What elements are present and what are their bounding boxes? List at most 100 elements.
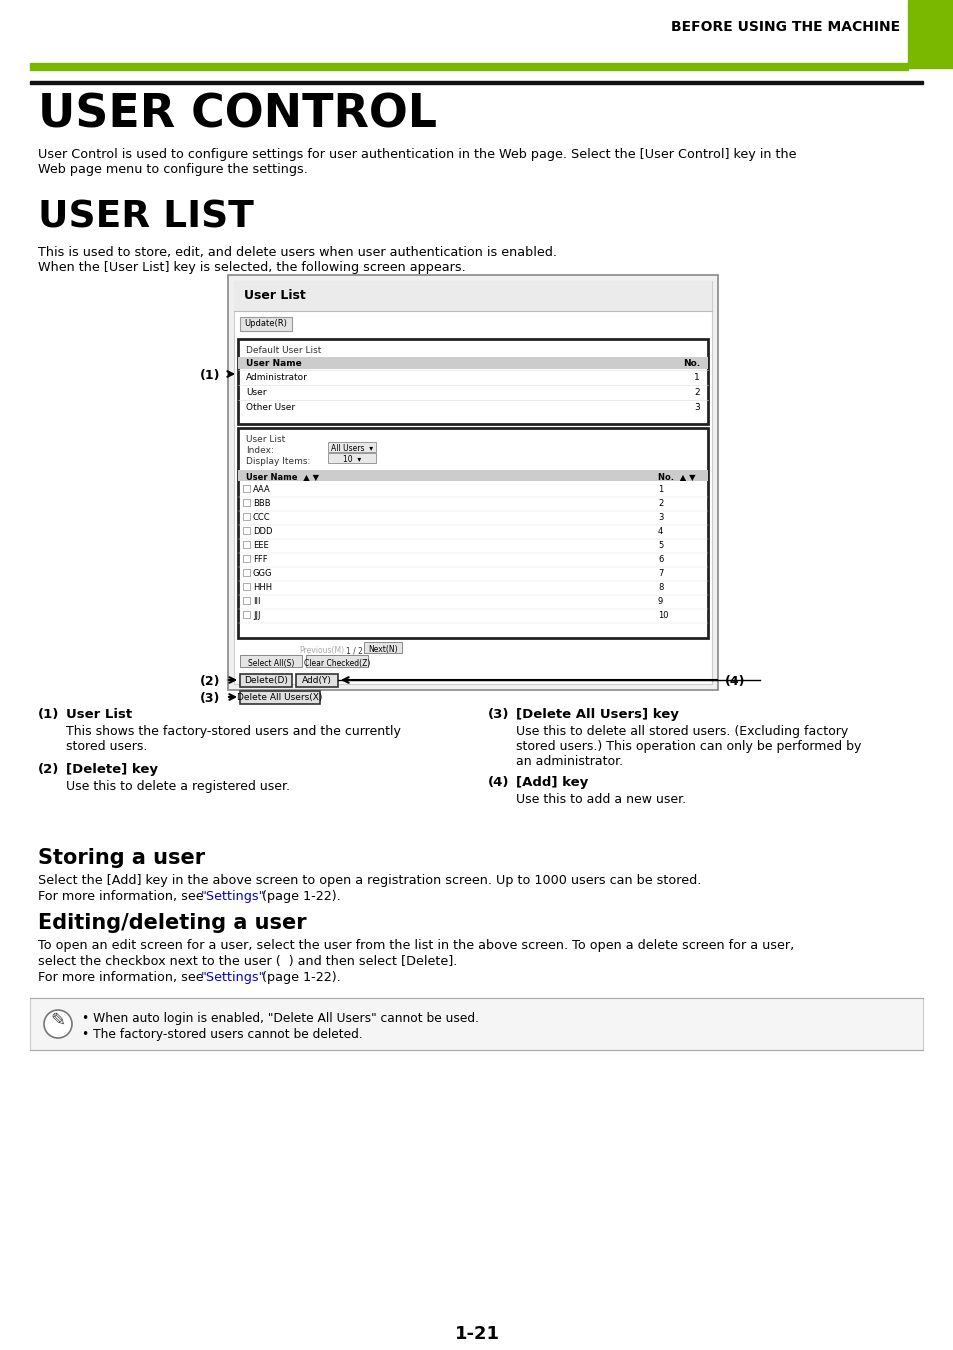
Text: 3: 3 <box>694 404 700 412</box>
Bar <box>243 500 250 506</box>
Bar <box>228 275 718 690</box>
Text: Web page menu to configure the settings.: Web page menu to configure the settings. <box>38 163 308 176</box>
Bar <box>237 470 707 481</box>
Text: FFF: FFF <box>253 555 268 564</box>
Bar <box>30 81 923 84</box>
Text: USER LIST: USER LIST <box>38 200 253 236</box>
Text: • The factory-stored users cannot be deleted.: • The factory-stored users cannot be del… <box>82 1027 362 1041</box>
Text: Update(R): Update(R) <box>244 319 287 328</box>
Text: User Name  ▲ ▼: User Name ▲ ▼ <box>246 472 319 481</box>
FancyBboxPatch shape <box>240 691 319 703</box>
Text: 5: 5 <box>658 541 662 549</box>
Text: Editing/deleting a user: Editing/deleting a user <box>38 913 306 933</box>
FancyBboxPatch shape <box>240 655 302 667</box>
Text: [Add] key: [Add] key <box>516 776 588 788</box>
Text: For more information, see: For more information, see <box>38 890 208 903</box>
Bar <box>243 583 250 590</box>
Text: (2): (2) <box>199 675 220 688</box>
Bar <box>328 441 375 452</box>
Text: (1): (1) <box>38 707 59 721</box>
Text: 2: 2 <box>658 500 662 508</box>
Text: Add(Y): Add(Y) <box>302 676 332 684</box>
Bar <box>243 485 250 491</box>
Text: User Name: User Name <box>246 359 301 369</box>
Text: 1: 1 <box>694 373 700 382</box>
Bar <box>328 454 375 463</box>
Text: User Control is used to configure settings for user authentication in the Web pa: User Control is used to configure settin… <box>38 148 796 161</box>
Text: User List: User List <box>244 289 305 302</box>
FancyBboxPatch shape <box>240 674 292 687</box>
FancyBboxPatch shape <box>306 655 368 667</box>
Bar <box>30 63 907 70</box>
Text: Previous(M): Previous(M) <box>298 647 344 655</box>
Text: All Users  ▾: All Users ▾ <box>331 444 373 454</box>
Text: EEE: EEE <box>253 541 269 549</box>
Text: 10  ▾: 10 ▾ <box>342 455 361 464</box>
Bar <box>243 555 250 562</box>
Text: 7: 7 <box>658 568 662 578</box>
Text: AAA: AAA <box>253 485 271 494</box>
Text: 1: 1 <box>658 485 662 494</box>
Text: (page 1-22).: (page 1-22). <box>257 890 340 903</box>
Bar <box>243 541 250 548</box>
Text: (1): (1) <box>199 369 220 382</box>
Text: Administrator: Administrator <box>246 373 308 382</box>
Bar <box>243 513 250 520</box>
Text: Select All(S): Select All(S) <box>248 659 294 668</box>
Text: Use this to delete all stored users. (Excluding factory: Use this to delete all stored users. (Ex… <box>516 725 847 738</box>
Text: CCC: CCC <box>253 513 271 522</box>
Text: User List: User List <box>66 707 132 721</box>
Text: select the checkbox next to the user (  ) and then select [Delete].: select the checkbox next to the user ( )… <box>38 954 456 968</box>
Text: HHH: HHH <box>253 583 272 593</box>
FancyBboxPatch shape <box>240 317 292 331</box>
Text: stored users.) This operation can only be performed by: stored users.) This operation can only b… <box>516 740 861 753</box>
Text: [Delete All Users] key: [Delete All Users] key <box>516 707 679 721</box>
Text: Storing a user: Storing a user <box>38 848 205 868</box>
Text: Select the [Add] key in the above screen to open a registration screen. Up to 10: Select the [Add] key in the above screen… <box>38 873 700 887</box>
Bar <box>243 568 250 576</box>
Text: (3): (3) <box>488 707 509 721</box>
Text: an administrator.: an administrator. <box>516 755 622 768</box>
Text: Next(N): Next(N) <box>368 645 397 653</box>
FancyBboxPatch shape <box>364 643 401 653</box>
Text: stored users.: stored users. <box>66 740 147 753</box>
Text: 1 / 2: 1 / 2 <box>346 647 362 655</box>
Text: 3: 3 <box>658 513 662 522</box>
Text: 10: 10 <box>658 612 668 620</box>
FancyBboxPatch shape <box>295 674 337 687</box>
Bar <box>243 597 250 603</box>
Text: Display Items:: Display Items: <box>246 458 310 466</box>
Text: Index:: Index: <box>246 446 274 455</box>
Text: 6: 6 <box>658 555 662 564</box>
Bar <box>233 281 711 684</box>
Text: User List: User List <box>246 435 285 444</box>
Text: Use this to delete a registered user.: Use this to delete a registered user. <box>66 780 290 792</box>
Text: For more information, see: For more information, see <box>38 971 208 984</box>
Text: Delete(D): Delete(D) <box>244 676 288 684</box>
Text: JJJ: JJJ <box>253 612 260 620</box>
Text: No.  ▲ ▼: No. ▲ ▼ <box>658 472 695 481</box>
Text: "Settings": "Settings" <box>201 971 265 984</box>
Text: "Settings": "Settings" <box>201 890 265 903</box>
Bar <box>237 428 707 639</box>
Text: Clear Checked(Z): Clear Checked(Z) <box>303 659 370 668</box>
Bar <box>233 281 711 311</box>
Text: USER CONTROL: USER CONTROL <box>38 92 436 136</box>
Text: No.: No. <box>682 359 700 369</box>
Text: 4: 4 <box>658 526 662 536</box>
Text: BEFORE USING THE MACHINE: BEFORE USING THE MACHINE <box>670 20 899 34</box>
Text: Default User List: Default User List <box>246 346 321 355</box>
Bar <box>243 612 250 618</box>
Text: 1-21: 1-21 <box>454 1324 499 1343</box>
Text: BBB: BBB <box>253 500 271 508</box>
Bar <box>243 526 250 535</box>
Bar <box>237 339 707 424</box>
Bar <box>237 356 707 369</box>
Text: [Delete] key: [Delete] key <box>66 763 158 776</box>
Bar <box>907 0 953 68</box>
Text: III: III <box>253 597 260 606</box>
Text: This is used to store, edit, and delete users when user authentication is enable: This is used to store, edit, and delete … <box>38 246 557 259</box>
Bar <box>30 998 923 1050</box>
Text: Other User: Other User <box>246 404 294 412</box>
Text: 9: 9 <box>658 597 662 606</box>
